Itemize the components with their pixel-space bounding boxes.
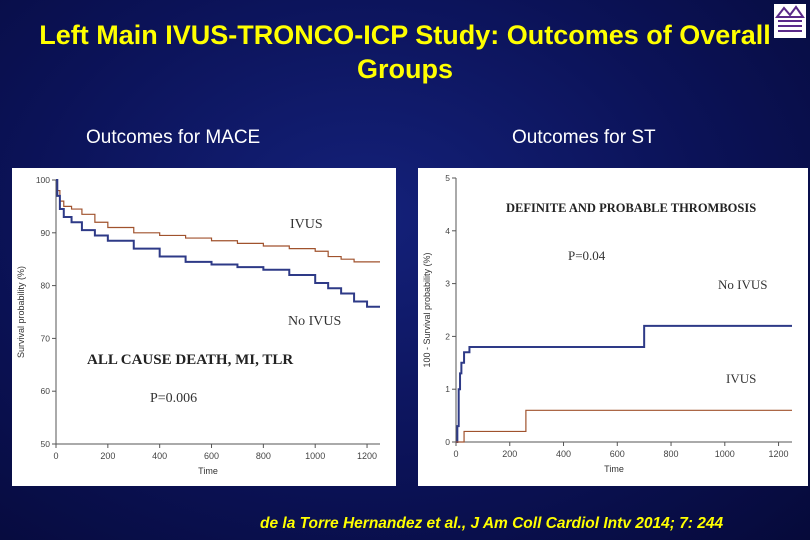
st-x-tick-label: 400 bbox=[556, 449, 571, 459]
mace-legend-label-no-ivus: No IVUS bbox=[288, 314, 341, 329]
st-x-axis-label: Time bbox=[604, 464, 624, 474]
st-y-tick-label: 4 bbox=[445, 226, 450, 236]
st-y-tick-label: 0 bbox=[445, 437, 450, 447]
st-y-tick-label: 2 bbox=[445, 331, 450, 341]
mace-x-tick-label: 1000 bbox=[305, 451, 325, 461]
mace-series-no-ivus bbox=[56, 179, 380, 308]
st-y-axis-label: 100 - Survival probability (%) bbox=[422, 252, 432, 367]
mace-y-tick-label: 100 bbox=[36, 175, 50, 185]
mace-x-tick-label: 800 bbox=[256, 451, 271, 461]
st-series-ivus bbox=[456, 409, 792, 443]
subtitle-st: Outcomes for ST bbox=[512, 127, 656, 148]
st-x-tick-label: 600 bbox=[610, 449, 625, 459]
mace-y-axis-label: Survival probability (%) bbox=[16, 266, 26, 358]
st-series-no-ivus bbox=[456, 324, 792, 443]
st-thrombosis-chart: 0 1 2 3 4 5 0 200 400 600 800 1000 1200 Time 100 - Sur… bbox=[422, 173, 792, 474]
st-chart-title: DEFINITE AND PROBABLE THROMBOSIS bbox=[506, 201, 756, 215]
st-x-tick-label: 0 bbox=[453, 449, 458, 459]
mace-y-tick-label: 90 bbox=[41, 228, 51, 238]
mace-legend-label-ivus: IVUS bbox=[290, 217, 323, 232]
st-y-tick-label: 5 bbox=[445, 173, 450, 183]
mace-x-tick-label: 200 bbox=[100, 451, 115, 461]
mace-series-ivus bbox=[56, 179, 380, 263]
mace-p-value: P=0.006 bbox=[150, 391, 197, 406]
mace-chart-panel: 50 60 70 80 90 100 0 200 400 600 800 1000 1200 Time Su… bbox=[12, 168, 396, 486]
mace-chart-title: ALL CAUSE DEATH, MI, TLR bbox=[87, 352, 293, 368]
st-legend-label-ivus: IVUS bbox=[726, 371, 756, 386]
mace-y-tick-label: 60 bbox=[41, 386, 51, 396]
st-y-tick-label: 1 bbox=[445, 384, 450, 394]
st-x-tick-label: 1200 bbox=[769, 449, 789, 459]
mace-x-tick-label: 0 bbox=[53, 451, 58, 461]
mace-y-tick-label: 70 bbox=[41, 333, 51, 343]
mace-x-tick-label: 400 bbox=[152, 451, 167, 461]
citation: de la Torre Hernandez et al., J Am Coll … bbox=[260, 515, 724, 532]
st-legend-label-no-ivus: No IVUS bbox=[718, 277, 767, 292]
st-p-value: P=0.04 bbox=[568, 248, 606, 263]
mace-y-tick-label: 80 bbox=[41, 281, 51, 291]
mace-x-axis-label: Time bbox=[198, 466, 218, 476]
st-x-tick-label: 800 bbox=[664, 449, 679, 459]
subtitle-mace: Outcomes for MACE bbox=[86, 127, 261, 148]
institution-logo bbox=[774, 4, 806, 38]
st-chart-panel: 0 1 2 3 4 5 0 200 400 600 800 1000 1200 Time 100 - Sur… bbox=[418, 168, 808, 486]
st-x-tick-label: 1000 bbox=[715, 449, 735, 459]
mace-y-tick-label: 50 bbox=[41, 439, 51, 449]
mace-x-tick-label: 1200 bbox=[357, 451, 377, 461]
st-y-tick-label: 3 bbox=[445, 279, 450, 289]
st-x-tick-label: 200 bbox=[502, 449, 517, 459]
slide-title: Left Main IVUS-TRONCO-ICP Study: Outcome… bbox=[39, 20, 771, 84]
mace-x-tick-label: 600 bbox=[204, 451, 219, 461]
